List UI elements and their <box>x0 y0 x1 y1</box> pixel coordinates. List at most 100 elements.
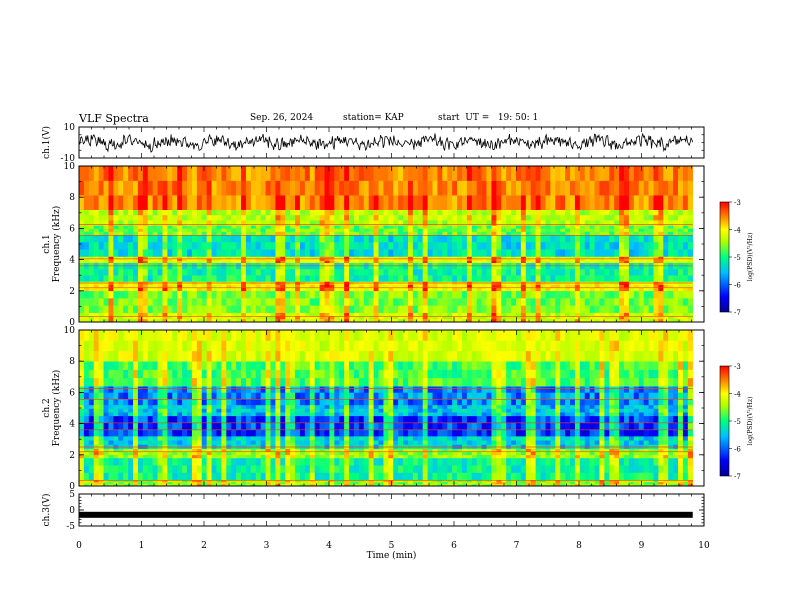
ch1-spectrogram-cell <box>88 209 95 216</box>
ch1-spectrogram-cell <box>142 249 149 257</box>
ch2-spectrogram-cell <box>442 454 448 459</box>
ch2-spectrogram-cell <box>236 440 242 445</box>
ch2-spectrogram-cell <box>378 429 384 437</box>
ch1-spectrogram-cell <box>275 318 281 323</box>
ch1-spectrogram-cell <box>79 228 85 232</box>
ch2-spectrogram-cell <box>241 472 247 481</box>
ch1-spectrogram-cell <box>83 318 90 323</box>
ch2-spectrogram-cell <box>457 454 463 459</box>
ch1-spectrogram-cell <box>560 234 566 243</box>
ch2-spectrogram-cell <box>349 429 355 437</box>
ch1-spectrogram-cell <box>191 256 198 259</box>
ch1-spectrogram-cell <box>501 312 507 317</box>
ch2-spectrogram-cell <box>501 436 507 441</box>
ch1-spectrogram-cell <box>609 287 615 292</box>
ch1-spectrogram-cell <box>270 231 276 235</box>
ch1-spectrogram-cell <box>339 195 345 210</box>
ch1-spectrogram-cell <box>270 234 276 243</box>
ch1-spectrogram-cell <box>295 234 301 243</box>
ch1-spectrogram-cell <box>295 166 301 181</box>
ch1-spectrogram-cell <box>525 225 532 229</box>
ch1-spectrogram-cell <box>584 228 590 232</box>
ch1-spectrogram-cell <box>673 234 679 243</box>
ch2-spectrogram-cell <box>678 436 684 441</box>
ch1-spectrogram-cell <box>172 318 178 323</box>
ch1-spectrogram-cell <box>648 315 654 320</box>
ch2-spectrogram-cell <box>560 472 566 481</box>
station-label: station= KAP <box>343 113 404 123</box>
ch1-spectrogram-cell <box>231 209 237 216</box>
ch1-spectrogram-cell <box>407 241 414 250</box>
ch1-spectrogram-cell <box>241 290 247 299</box>
ch2-spectrogram-cell <box>437 465 443 473</box>
ch2-spectrogram-cell <box>437 451 443 456</box>
ch2-spectrogram-cell <box>398 454 404 459</box>
ch1-spectrogram-cell <box>172 234 178 243</box>
ch1-spectrogram-cell <box>290 209 296 216</box>
ch2-spectrogram-cell <box>231 454 237 459</box>
ch1-spectrogram-cell <box>373 166 379 181</box>
ch1-spectrogram-cell <box>643 318 649 323</box>
ch1-spectrogram-cell <box>540 225 546 229</box>
ch1-spectrogram-cell <box>628 209 635 216</box>
ch1-spectrogram-cell <box>349 298 355 306</box>
ch1-spectrogram-cell <box>584 275 590 282</box>
ch2-spectrogram-cell <box>113 457 119 466</box>
ch1-spectrogram-cell <box>226 287 232 292</box>
ch1-spectrogram-cell <box>417 231 423 235</box>
ch1-spectrogram-cell <box>437 318 443 323</box>
ch1-spectrogram-cell <box>398 268 404 276</box>
ch1-spectrogram-cell <box>270 256 276 259</box>
ch1-spectrogram-cell <box>275 315 281 320</box>
ch2-spectrogram-cell <box>481 481 487 485</box>
ch1-spectrogram-cell <box>466 260 473 264</box>
ch1-spectrogram-cell <box>422 312 428 317</box>
ch2-spectrogram-cell <box>594 429 600 437</box>
ch1-spectrogram-cell <box>147 220 153 226</box>
ch2-spectrogram-cell <box>378 465 384 473</box>
ch1-spectrogram-cell <box>638 228 644 232</box>
ch1-spectrogram-cell <box>88 180 95 196</box>
ch1-spectrogram-cell <box>280 228 286 232</box>
ch1-spectrogram-cell <box>373 228 379 232</box>
ch1-spectrogram-cell <box>358 180 365 196</box>
ch1-spectrogram-cell <box>461 234 468 243</box>
ch2-spectrogram-cell <box>329 436 335 441</box>
ch2-spectrogram-cell <box>417 436 423 441</box>
ch2-spectrogram-cell <box>457 429 463 437</box>
ch2-spectrogram-cell <box>584 465 590 473</box>
ch1-spectrogram-cell <box>241 195 247 210</box>
ch1-spectrogram-cell <box>550 180 556 196</box>
ch2-spectrogram-cell <box>471 436 478 441</box>
ch1-spectrogram-cell <box>353 195 360 210</box>
ch1-spectrogram-cell <box>349 241 355 250</box>
ch1-spectrogram-cell <box>349 260 355 264</box>
ch1-spectrogram-cell <box>555 225 561 229</box>
ch2-spectrogram-cell <box>133 483 139 487</box>
ch1-spectrogram-cell <box>565 249 571 257</box>
ch2-spectrogram-cell <box>452 465 458 473</box>
ch2-spectrogram-cell <box>152 454 158 459</box>
ch1-spectrogram-cell <box>555 195 561 210</box>
ch2-spectrogram-cell <box>206 472 212 481</box>
ch1-spectrogram-cell <box>339 315 345 320</box>
ch1-spectrogram-cell <box>137 249 144 257</box>
ch1-spectrogram-cell <box>309 312 315 317</box>
ch2-spectrogram-cell <box>334 429 340 437</box>
ch1-spectrogram-cell <box>506 214 512 221</box>
ch1-spectrogram-cell <box>152 258 158 261</box>
ch2-spectrogram-cell <box>442 448 448 452</box>
ch2-spectrogram-cell <box>236 465 242 473</box>
ch1-spectrogram-cell <box>417 195 423 210</box>
ch1-spectrogram-cell <box>653 195 659 210</box>
ch1-spectrogram-cell <box>663 166 669 181</box>
ch1-spectrogram-cell <box>118 260 124 264</box>
ch1-spectrogram-cell <box>353 231 360 235</box>
ch1-spectrogram-cell <box>403 284 409 288</box>
ch1-spectrogram-cell <box>678 256 684 259</box>
ch2-spectrogram-cell <box>594 483 600 487</box>
ch1-spectrogram-cell <box>565 258 571 261</box>
ch1-spectrogram-cell <box>412 241 419 250</box>
ch1-spectrogram-cell <box>648 275 654 282</box>
ch2-spectrogram-cell <box>604 440 610 445</box>
